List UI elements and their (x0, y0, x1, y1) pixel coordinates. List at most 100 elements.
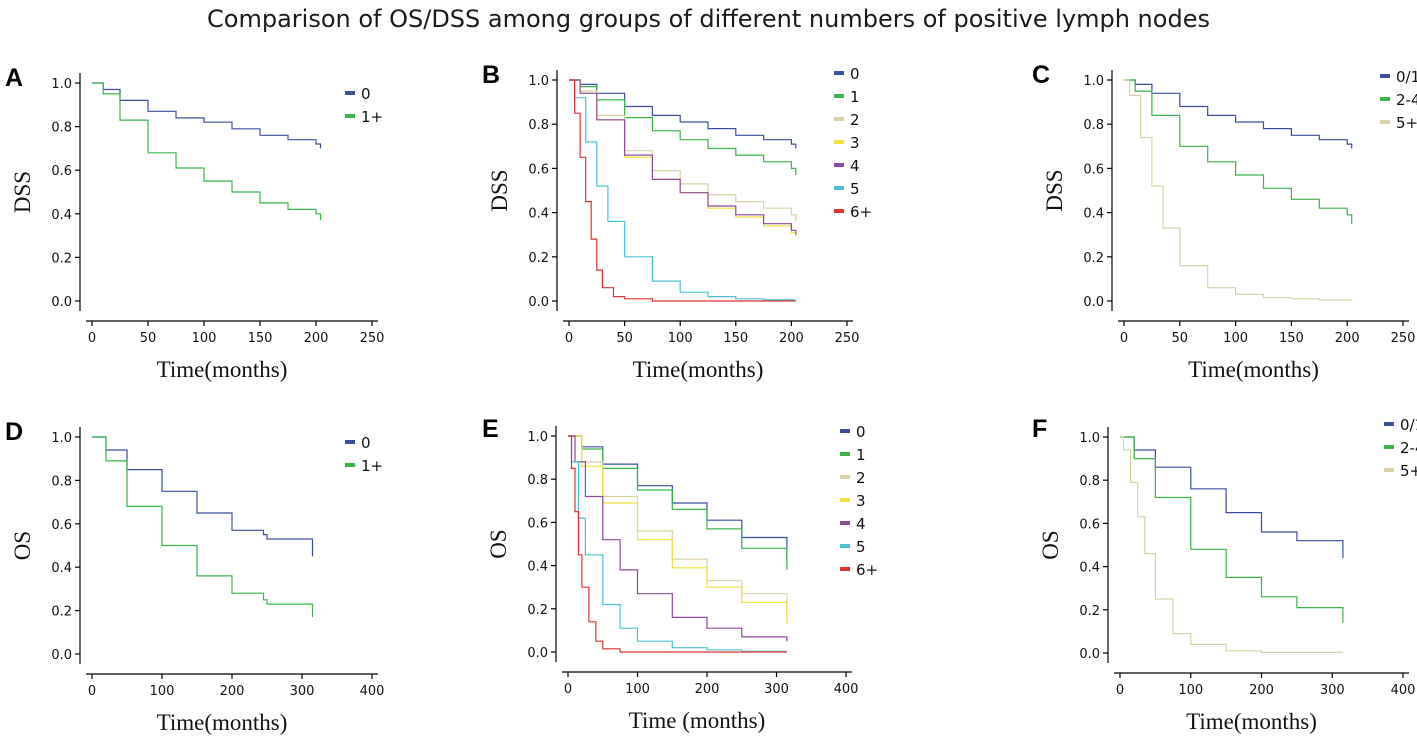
y-tick-label: 0.0 (1083, 295, 1104, 310)
legend-label: 5 (856, 538, 866, 556)
legend-swatch (834, 117, 844, 121)
x-axis-title: Time (months) (629, 708, 766, 733)
legend-swatch (834, 163, 844, 167)
x-tick-label: 300 (1320, 683, 1345, 698)
y-tick-label: 0.8 (1079, 474, 1100, 489)
series-line-5+ (1124, 79, 1353, 301)
panel-B: B0.00.20.40.60.81.00 50 100 150 200 250Time(m… (482, 61, 872, 382)
panel-letter: F (1032, 415, 1047, 443)
series-line-1 (568, 435, 788, 570)
series-line-5 (568, 435, 787, 652)
legend-swatch (834, 186, 844, 190)
x-tick-label: 400 (1391, 683, 1416, 698)
y-tick-label: 0.4 (1083, 207, 1104, 222)
x-tick-label: 200 (304, 331, 329, 346)
legend-swatch (345, 91, 355, 95)
legend-swatch (345, 114, 355, 118)
y-tick-label: 0.0 (51, 295, 72, 310)
x-tick-label: 200 (779, 331, 804, 346)
legend-label: 0 (361, 434, 371, 452)
x-tick-label: 100 (625, 682, 650, 697)
legend-label: 3 (850, 134, 860, 152)
legend-label: 1+ (361, 457, 383, 475)
legend-label: 0 (361, 85, 371, 103)
y-tick-label: 0.4 (51, 561, 72, 576)
x-tick-label: 100 (1178, 683, 1203, 698)
y-axis-title: DSS (487, 169, 512, 211)
legend-swatch (834, 94, 844, 98)
legend-swatch (1380, 97, 1390, 101)
y-tick-label: 0.8 (527, 473, 548, 488)
x-tick-label: 50 (140, 331, 157, 346)
y-tick-label: 0.4 (527, 560, 548, 575)
legend-swatch (1384, 445, 1394, 449)
figure-title: Comparison of OS/DSS among groups of dif… (207, 5, 1210, 33)
legend-label: 5 (850, 180, 860, 198)
legend-swatch (840, 498, 850, 502)
legend-swatch (1384, 422, 1394, 426)
x-tick-label: 250 (360, 331, 385, 346)
x-tick-label: 150 (248, 331, 273, 346)
y-tick-label: 0.4 (528, 207, 549, 222)
legend-label: 2 (850, 111, 860, 129)
y-tick-label: 0.6 (51, 518, 72, 533)
legend-label: 0 (850, 65, 860, 83)
x-tick-label: 200 (1335, 331, 1360, 346)
legend-label: 4 (856, 515, 866, 533)
y-tick-label: 0.6 (1079, 517, 1100, 532)
legend-swatch (345, 440, 355, 444)
y-tick-label: 0.8 (528, 118, 549, 133)
legend-swatch (840, 475, 850, 479)
y-tick-label: 0.8 (51, 474, 72, 489)
y-tick-label: 1.0 (1079, 431, 1100, 446)
x-tick-label: 100 (668, 331, 693, 346)
y-tick-label: 0.0 (51, 648, 72, 663)
panel-C: C 0.0 0.2 0.4 0.6 0.8 1.0 0 50 100 150 200 250 Time(m… (1032, 61, 1417, 382)
y-tick-label: 0.0 (528, 295, 549, 310)
panel-letter: C (1032, 61, 1050, 89)
legend-label: 6+ (850, 203, 872, 221)
y-tick-label: 1.0 (51, 431, 72, 446)
panel-letter: E (482, 415, 499, 443)
x-tick-label: 300 (764, 682, 789, 697)
panel-letter: D (5, 418, 23, 446)
x-tick-label: 200 (695, 682, 720, 697)
panel-letter: A (5, 64, 23, 92)
x-tick-label: 100 (192, 331, 217, 346)
series-line-5 (569, 79, 796, 301)
x-axis-title: Time(months) (1186, 709, 1317, 734)
y-tick-label: 0.6 (527, 516, 548, 531)
legend-label: 5+ (1400, 462, 1417, 480)
legend-label: 2-4 (1400, 439, 1417, 457)
legend-swatch (840, 544, 850, 548)
panel-letter: B (482, 61, 500, 89)
series-line-1+ (92, 82, 322, 221)
x-axis-title: Time(months) (157, 710, 288, 735)
x-tick-label: 50 (616, 331, 633, 346)
series-line-4 (569, 79, 797, 235)
panel-D: D 0.0 0.2 0.4 0.6 0.8 1.0 0 100 200 300 400 Time(mon… (5, 418, 384, 735)
y-tick-label: 0.2 (51, 605, 72, 620)
x-tick-label: 100 (150, 684, 175, 699)
panel-E: E 0.0 0.2 0.4 0.6 0.8 1.0 0 100 200 300 400 Time (mo… (482, 415, 878, 733)
series-line-4 (568, 435, 788, 642)
legend-swatch (1380, 120, 1390, 124)
legend-label: 1 (850, 88, 860, 106)
y-tick-label: 1.0 (1083, 74, 1104, 89)
x-tick-label: 250 (835, 331, 860, 346)
y-tick-label: 0.6 (1083, 162, 1104, 177)
series-line-2 (568, 435, 788, 620)
legend-swatch (840, 567, 850, 571)
y-tick-label: 0.2 (1079, 604, 1100, 619)
legend-swatch (840, 429, 850, 433)
panel-A: A 0.0 0.2 0.4 0.6 0.8 1.0 0 50 100 150 200 250 Time(m… (5, 64, 384, 382)
y-tick-label: 0.6 (528, 162, 549, 177)
legend-swatch (840, 521, 850, 525)
x-tick-label: 200 (220, 684, 245, 699)
legend-label: 0/1 (1400, 416, 1417, 434)
x-tick-label: 400 (360, 684, 385, 699)
x-tick-label: 0 (564, 682, 572, 697)
x-tick-label: 0 (565, 331, 573, 346)
legend-swatch (345, 463, 355, 467)
